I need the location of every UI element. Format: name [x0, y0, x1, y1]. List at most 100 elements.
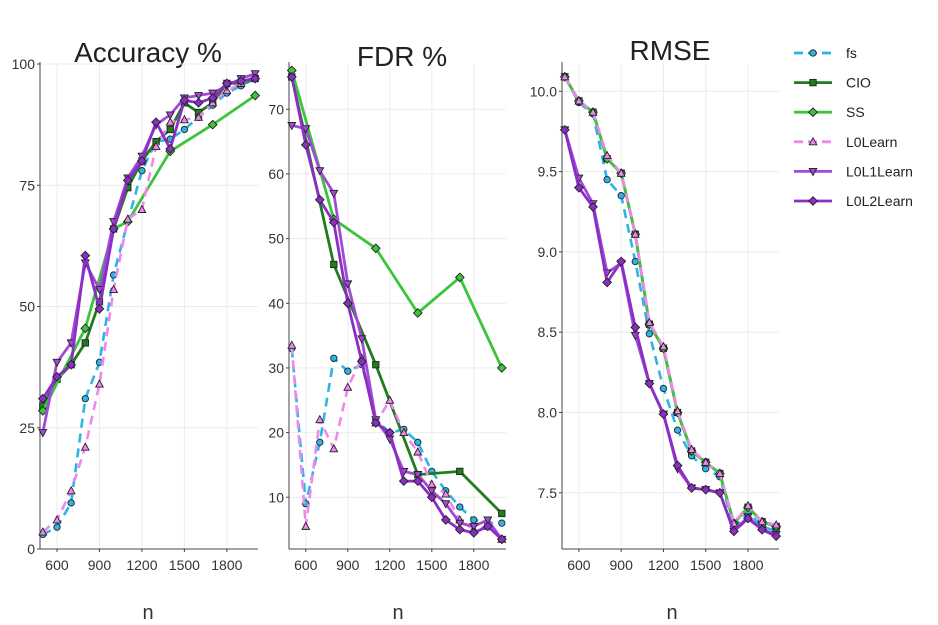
data-point-l0learn [109, 284, 119, 293]
data-point-fs [414, 438, 422, 446]
y-tick-label: 70 [268, 101, 284, 117]
x-tick-label: 1200 [126, 557, 157, 573]
series-l0l2learn-fdr [286, 71, 507, 545]
data-point-fs [617, 192, 625, 200]
x-tick-label: 1500 [690, 557, 721, 573]
data-point-l0learn [757, 516, 767, 526]
series-line-l0learn [290, 345, 503, 541]
data-point-l0learn [315, 414, 325, 424]
data-point-fs [631, 257, 639, 266]
data-point-l0l1learn [38, 429, 48, 438]
data-point-l0l2learn [700, 484, 711, 495]
data-point-l0l2learn [454, 524, 465, 535]
series-fs-fdr [288, 344, 506, 527]
legend-item-l0learn: L0Learn [794, 134, 897, 150]
series-fs-rmse [561, 73, 780, 535]
data-point-l0learn [165, 117, 175, 126]
y-tick-label: 8.0 [538, 404, 558, 420]
data-point-l0l2learn [165, 143, 176, 154]
data-point-l0l2learn [328, 217, 339, 228]
y-tick-label: 25 [19, 420, 35, 436]
data-point-l0learn [179, 114, 189, 124]
series-ss-rmse [559, 71, 782, 532]
data-point-l0l1learn [469, 522, 479, 532]
legend-item-cio: CIO [794, 75, 871, 91]
data-point-l0l2learn [286, 71, 297, 82]
y-tick-label: 20 [268, 425, 284, 441]
data-point-l0learn [658, 341, 669, 351]
data-point-l0learn [38, 527, 48, 536]
data-point-cio [166, 125, 174, 134]
data-point-l0learn [94, 379, 105, 388]
data-point-l0learn [66, 485, 76, 495]
data-point-l0learn [385, 395, 395, 404]
data-point-l0l2learn [412, 476, 423, 487]
data-point-l0l2learn [193, 97, 204, 108]
x-tick-label: 600 [567, 557, 591, 573]
series-line-fs [42, 77, 256, 536]
y-tick-label: 50 [268, 231, 284, 247]
data-point-fs [673, 426, 682, 434]
y-tick-label: 9.5 [538, 164, 558, 180]
data-point-l0l1learn [94, 286, 105, 295]
data-point-l0learn [630, 229, 640, 238]
data-point-l0l2learn [136, 156, 147, 166]
data-point-l0learn [616, 168, 626, 177]
data-point-l0l2learn [52, 371, 62, 382]
data-point-l0learn [588, 107, 598, 116]
legend-item-ss: SS [794, 104, 865, 120]
series-line-l0l1learn [291, 124, 503, 541]
y-tick-label: 60 [268, 166, 284, 182]
data-point-fs [659, 384, 668, 393]
data-point-l0l2learn [482, 521, 493, 532]
legend-label: L0L2Learn [846, 193, 913, 209]
panel-accuracy: Accuracy % n 0 25 50 75 100 600 900 1200 1500 180… [12, 37, 261, 624]
data-point-l0l2learn [496, 534, 507, 545]
data-point-l0learn [123, 214, 133, 223]
series-line-fs [290, 348, 502, 525]
data-point-l0learn [560, 71, 570, 81]
data-point-l0l2learn [250, 73, 261, 84]
data-point-l0l2learn [630, 322, 641, 333]
data-point-l0learn [644, 317, 654, 327]
data-point-l0l2learn [342, 298, 353, 309]
grid-rmse [562, 64, 779, 549]
data-point-l0l2learn [616, 256, 627, 267]
series-line-l0l1learn [41, 72, 256, 433]
x-tick-label: 900 [610, 557, 634, 573]
data-point-l0l2learn [602, 277, 613, 288]
series-line-fs [563, 76, 777, 533]
legend-marker [808, 107, 818, 118]
series-line-l0learn [563, 76, 777, 527]
data-point-ss [250, 90, 261, 101]
series-line-ss [290, 70, 504, 369]
data-point-l0l2learn [236, 76, 246, 86]
legend-marker [808, 136, 818, 146]
panel-rmse: RMSE n 7.5 8.0 8.5 9.0 9.5 10.0 600 900 1200 1500… [530, 35, 782, 624]
x-tick-label: 1200 [648, 557, 679, 573]
series-l0l2learn-rmse [559, 124, 782, 542]
data-point-l0l2learn [714, 487, 725, 498]
data-point-ss [370, 243, 381, 254]
data-point-l0learn [287, 340, 297, 349]
data-point-l0l2learn [179, 95, 190, 106]
data-point-l0l2learn [108, 223, 119, 234]
legend-marker [809, 78, 817, 87]
data-point-l0learn [771, 519, 781, 529]
y-tick-label: 40 [268, 295, 284, 311]
data-point-l0l2learn [300, 139, 311, 150]
data-point-ss [454, 272, 465, 283]
series-line-ss [563, 76, 777, 528]
data-point-fs [180, 125, 189, 134]
data-point-fs [316, 438, 324, 446]
x-tick-label: 1800 [732, 557, 763, 573]
series-cio-rmse [561, 73, 780, 531]
data-point-l0l2learn [743, 513, 753, 524]
data-point-fs [456, 503, 464, 511]
data-point-l0l1learn [413, 471, 423, 480]
data-point-ss [496, 362, 507, 373]
x-tick-label: 1200 [374, 557, 405, 573]
data-point-l0l2learn [686, 483, 697, 493]
data-point-l0l2learn [658, 409, 669, 420]
x-axis-label-rmse: n [666, 602, 677, 624]
